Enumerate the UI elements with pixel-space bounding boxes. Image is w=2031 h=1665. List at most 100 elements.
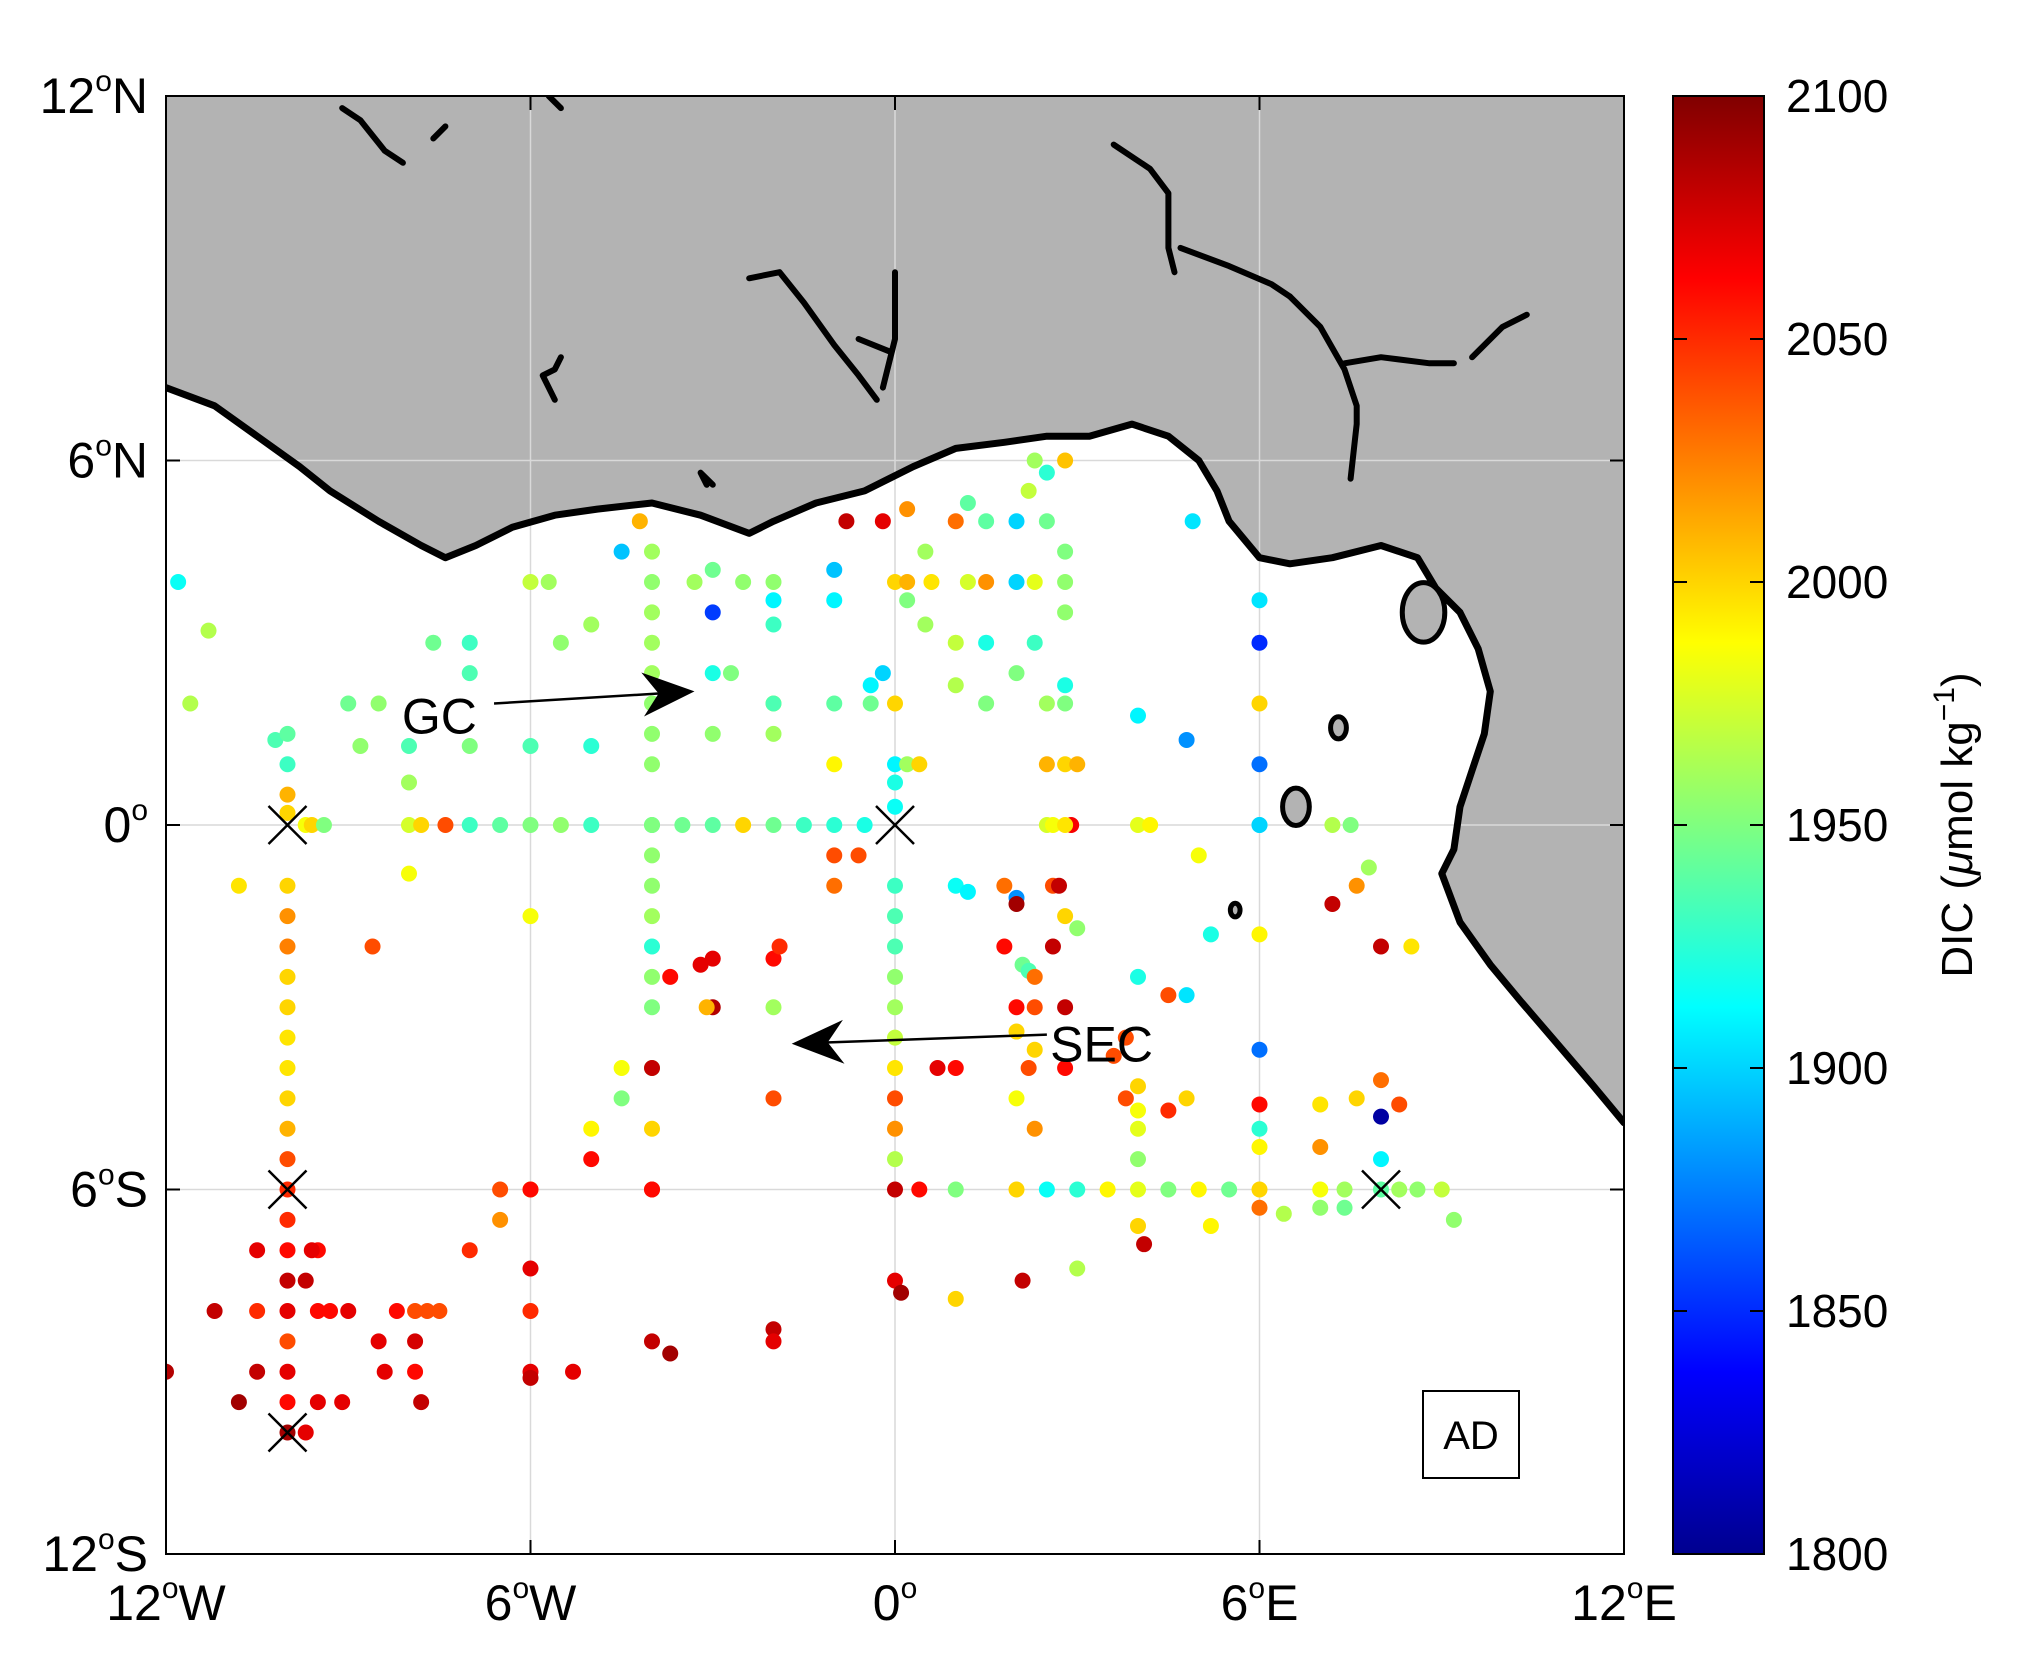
dic-point (407, 1303, 424, 1319)
current-label-gc: GC (402, 689, 477, 745)
dic-point (978, 513, 995, 530)
river-line (339, 105, 406, 166)
dic-point (303, 817, 320, 833)
dic-point (1008, 574, 1025, 590)
dic-point (1026, 452, 1043, 469)
dic-point (959, 495, 976, 512)
dic-point (644, 908, 660, 925)
river-line (1177, 244, 1293, 300)
dic-point (1160, 987, 1177, 1004)
dic-point (765, 999, 782, 1016)
dic-point (279, 1272, 296, 1289)
dic-point (1130, 1102, 1146, 1119)
dic-point (492, 1211, 509, 1228)
dic-point (1178, 731, 1195, 748)
station-x-marker (267, 1412, 308, 1453)
current-arrow-gc: GC (402, 672, 695, 745)
dic-point (364, 938, 381, 955)
dic-point (929, 1060, 946, 1076)
dic-point (899, 756, 916, 773)
dic-point (200, 622, 217, 639)
dic-point (279, 968, 296, 985)
dic-point (297, 1424, 314, 1441)
colorbar-ticks: 1800 1850 1900 1950 2000 2050 2100 (1673, 70, 1888, 1580)
dic-point (826, 847, 843, 864)
dic-point (340, 1303, 357, 1319)
dic-point (704, 950, 721, 967)
dic-point (996, 877, 1013, 894)
dic-point (631, 513, 648, 530)
dic-point (279, 1090, 296, 1107)
dic-point (826, 817, 843, 833)
dic-point (1038, 513, 1055, 530)
dic-point (887, 1181, 903, 1198)
dic-point (887, 574, 903, 590)
dic-point (583, 1120, 600, 1137)
dic-point (297, 1272, 314, 1289)
dic-point (1026, 999, 1043, 1016)
dic-point (947, 1060, 964, 1076)
river-line (855, 336, 892, 355)
island-shape (1328, 714, 1349, 742)
dic-point (947, 877, 964, 894)
dic-point (413, 817, 430, 833)
dic-point (978, 634, 995, 651)
river-line (1341, 354, 1457, 367)
dic-point (230, 1394, 247, 1411)
dic-point (1348, 877, 1365, 894)
dic-point (1324, 817, 1341, 833)
dic-point (370, 695, 387, 712)
panel-label-box: AD (1422, 1390, 1520, 1479)
station-x-marker (267, 1169, 308, 1210)
dic-point (1008, 1181, 1025, 1198)
dic-point (887, 756, 903, 773)
dic-point (1069, 1260, 1086, 1277)
dic-point (565, 1363, 582, 1380)
dic-point (1057, 756, 1074, 773)
river-line (1469, 311, 1530, 361)
dic-point (1251, 634, 1268, 651)
dic-point (765, 1321, 782, 1338)
dic-point (735, 574, 752, 590)
dic-point (850, 847, 867, 864)
dic-point (1312, 1199, 1329, 1216)
dic-point (461, 665, 478, 682)
dic-point (1312, 1138, 1329, 1155)
dic-point (1202, 926, 1219, 943)
dic-point (461, 1242, 478, 1259)
dic-point (401, 817, 417, 833)
coastline (166, 384, 1624, 1127)
dic-point (583, 616, 600, 633)
dic-point (1221, 1181, 1238, 1198)
dic-point (1373, 1108, 1389, 1125)
colorbar: 1800 1850 1900 1950 2000 2050 2100 DIC (μmol k… (1672, 70, 1982, 1580)
dic-point (704, 725, 721, 742)
dic-point (1391, 1096, 1408, 1113)
dic-point (437, 817, 454, 833)
dic-point (862, 695, 879, 712)
dic-point (279, 1363, 296, 1380)
dic-point (644, 1120, 660, 1137)
dic-point (1184, 513, 1201, 530)
dic-point (583, 738, 600, 755)
dic-point (1336, 1199, 1353, 1216)
dic-point (765, 950, 782, 967)
colorbar-tick-label: 2050 (1786, 313, 1888, 365)
dic-point (279, 877, 296, 894)
dic-point (1251, 926, 1268, 943)
dic-point (1409, 1181, 1426, 1198)
dic-point (959, 883, 976, 900)
colorbar-tick-label: 1850 (1786, 1285, 1888, 1337)
x-tick-labels: 12oW 6oW 0o 6oE 12oE (106, 1572, 1677, 1631)
y-tick-labels: 12oN 6oN 0o 6oS 12oS (40, 65, 148, 1582)
dic-point (279, 1211, 296, 1228)
dic-point (1069, 756, 1086, 773)
dic-point (644, 756, 660, 773)
river-line (746, 269, 880, 403)
island-shape (1280, 785, 1312, 828)
dic-point (1373, 1072, 1389, 1089)
dic-point (315, 817, 332, 833)
dic-point (644, 877, 660, 894)
dic-point (249, 1303, 266, 1319)
y-tick-label: 6oS (70, 1159, 148, 1218)
